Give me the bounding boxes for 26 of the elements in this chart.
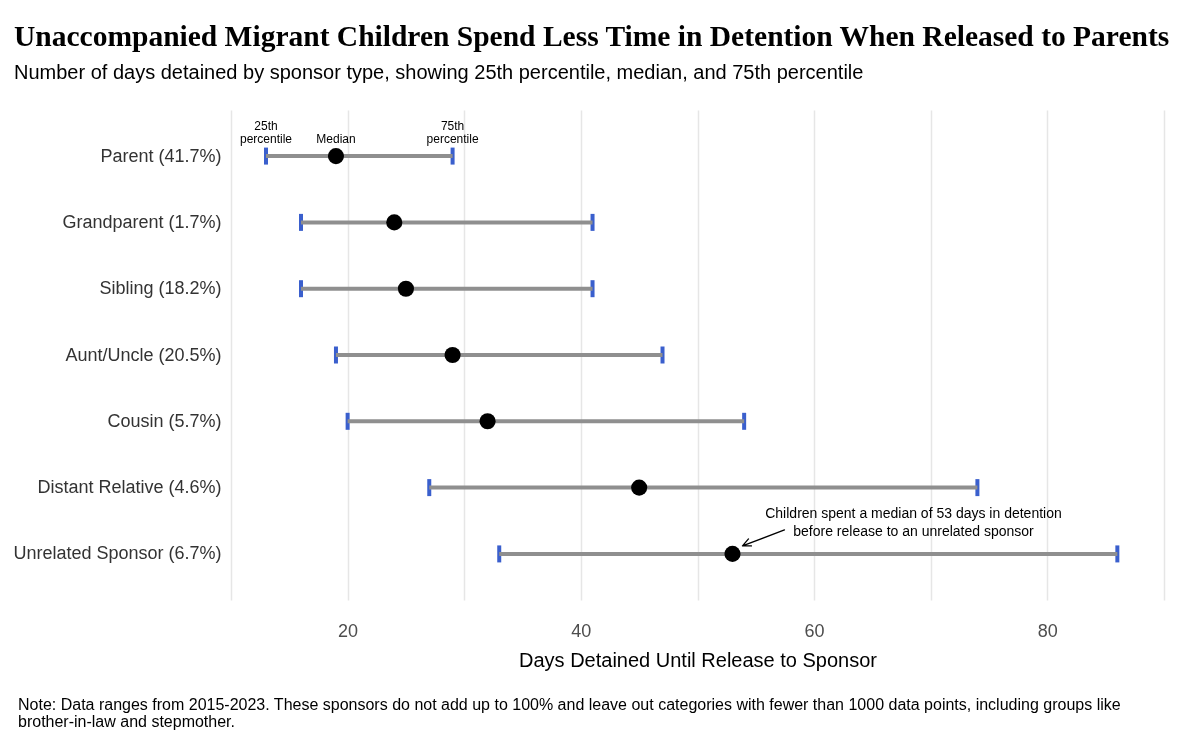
x-tick-label: 60 xyxy=(804,620,825,641)
x-tick-label: 40 xyxy=(571,620,592,641)
point xyxy=(397,280,414,297)
y-tick-label: Grandparent (1.7%) xyxy=(62,211,222,232)
y-tick-label: Sibling (18.2%) xyxy=(99,278,222,299)
y-tick-label: Parent (41.7%) xyxy=(100,145,222,166)
y-tick-label: Distant Relative (4.6%) xyxy=(37,477,222,498)
chart-title: Unaccompanied Migrant Children Spend Less Time in Detention When Released to Parents xyxy=(14,20,1170,52)
point xyxy=(479,413,496,430)
point xyxy=(444,346,461,364)
y-tick-label: Unrelated Sponsor (6.7%) xyxy=(13,543,222,564)
point xyxy=(724,545,741,562)
point xyxy=(631,479,648,496)
x-tick-label: 20 xyxy=(338,620,359,641)
annotation: Children spent a median of 53 days in detention before release to an unrelated sponsor xyxy=(765,504,1062,539)
text: Note: Data ranges from 2015-2023. These sponsors do not add up to 100% and leave out categories with fewer than 1000 data points, including groups like brother-in-law and stepmother. xyxy=(18,696,1121,730)
x-tick-label: 80 xyxy=(1037,620,1058,641)
x-axis-title: Days Detained Until Release to Sponsor xyxy=(519,648,878,671)
chart-subtitle: Number of days detained by sponsor type, showing 25th percentile, median, and 75th percentile xyxy=(14,61,864,83)
point xyxy=(386,214,403,231)
annotation: 25th percentile xyxy=(239,119,293,147)
y-tick-label: Cousin (5.7%) xyxy=(107,410,222,431)
annotation: 75th percentile xyxy=(426,119,479,147)
y-tick-label: Aunt/Uncle (20.5%) xyxy=(65,344,222,365)
annotation: Median xyxy=(316,132,356,147)
point xyxy=(327,148,345,165)
